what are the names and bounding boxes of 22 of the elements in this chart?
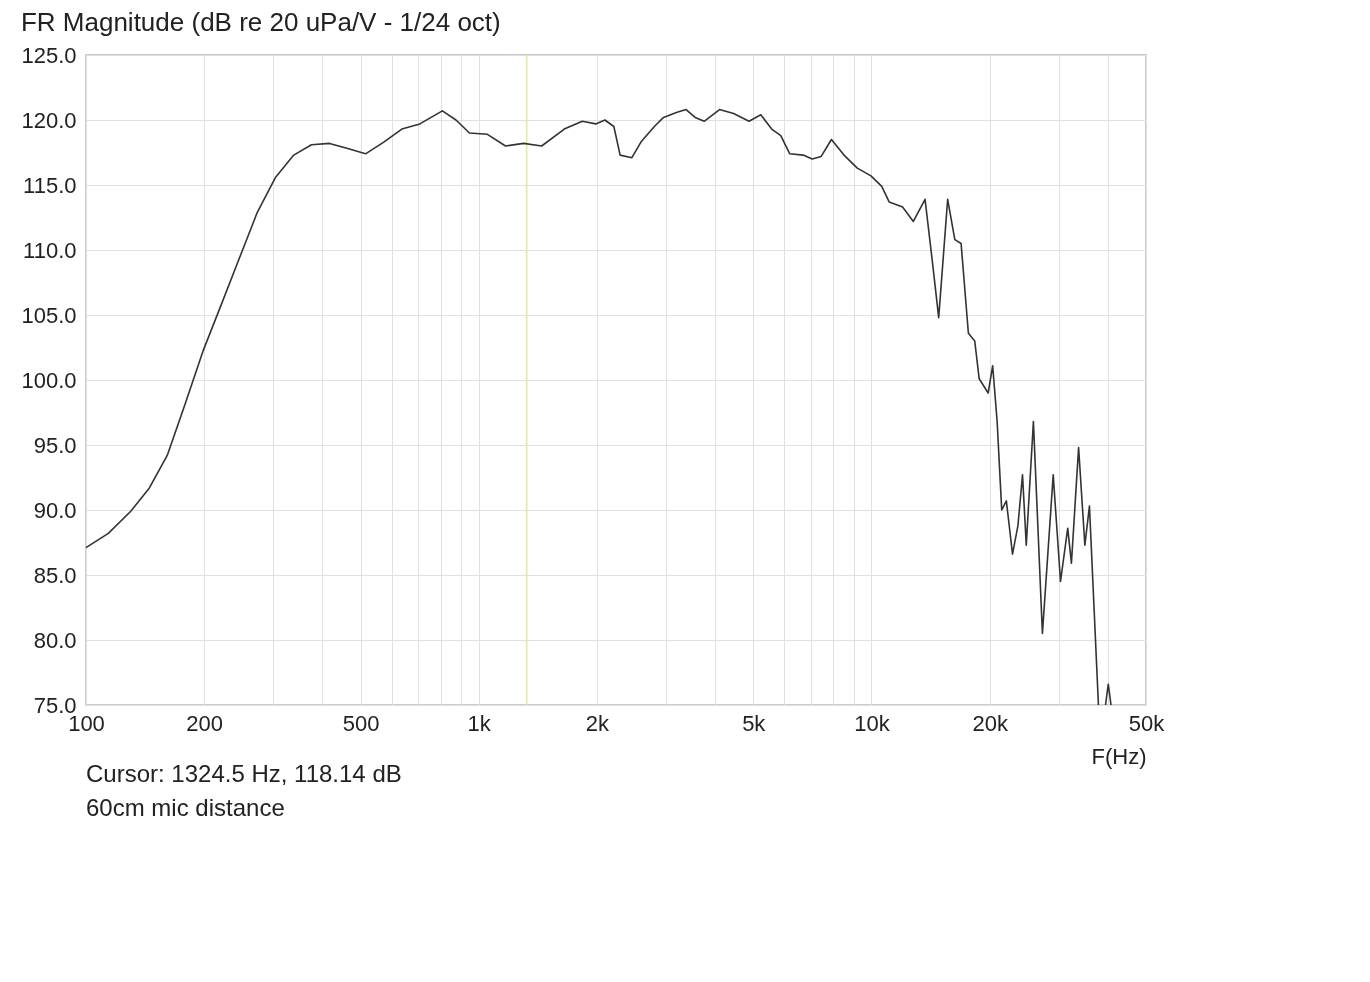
x-tick-label: 50k [1128,710,1166,736]
x-tick-label: 10k [854,710,891,736]
x-tick-label: 1k [467,710,492,736]
y-tick-label: 125.0 [21,42,77,68]
chart-title: FR Magnitude (dB re 20 uPa/V - 1/24 oct) [20,7,501,37]
x-tick-label: 20k [972,710,1009,736]
x-axis-title: F(Hz) [1091,743,1147,769]
y-tick-label: 95.0 [33,432,77,458]
y-tick-label: 105.0 [21,302,77,328]
y-tick-label: 80.0 [33,627,77,653]
y-tick-label: 110.0 [23,237,77,263]
y-tick-label: 85.0 [33,562,77,588]
x-tick-label: 2k [585,710,611,736]
y-tick-label: 115.0 [23,172,77,198]
x-tick-label: 200 [186,710,224,736]
y-tick-label: 100.0 [21,367,77,393]
text: 60cm mic distance [86,794,285,821]
x-tick-label: 500 [342,710,380,736]
text: Cursor: 1324.5 Hz, 118.14 dB [86,760,402,787]
y-tick-label: 120.0 [21,107,77,133]
x-tick-label: 5k [742,710,767,736]
y-tick-label: 90.0 [33,497,77,523]
